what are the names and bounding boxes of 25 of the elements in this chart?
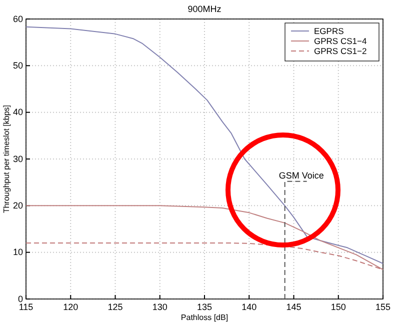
line-series — [26, 205, 384, 270]
line-series — [26, 26, 384, 264]
x-tick-label: 115 — [18, 302, 34, 312]
y-tick-label: 50 — [12, 60, 23, 71]
x-axis-title: Pathloss [dB] — [180, 313, 228, 322]
x-tick-label: 125 — [108, 302, 123, 312]
y-axis-title: Throughput per timeslot [kbps] — [2, 104, 11, 214]
y-tick-label: 10 — [12, 247, 23, 258]
y-tick-label: 60 — [12, 14, 23, 24]
x-tick-label: 150 — [330, 302, 346, 312]
legend-label: GPRS CS1−2 — [314, 46, 367, 56]
x-tick-label: 120 — [63, 302, 78, 312]
chart-title: 900MHz — [188, 4, 222, 14]
x-tick-label: 130 — [152, 302, 168, 312]
x-tick-label: 140 — [242, 302, 257, 312]
x-tick-label: 155 — [375, 302, 391, 312]
y-tick-label: 20 — [12, 200, 23, 211]
y-tick-label: 0 — [18, 294, 23, 304]
ref-line-label: GSM Voice — [278, 170, 324, 180]
x-tick-label: 135 — [196, 302, 212, 312]
x-tick-label: 145 — [286, 302, 302, 312]
y-tick-label: 40 — [12, 107, 23, 118]
y-tick-label: 30 — [12, 154, 23, 164]
legend-label: GPRS CS1−4 — [314, 36, 367, 46]
legend-label: EGPRS — [314, 26, 344, 36]
